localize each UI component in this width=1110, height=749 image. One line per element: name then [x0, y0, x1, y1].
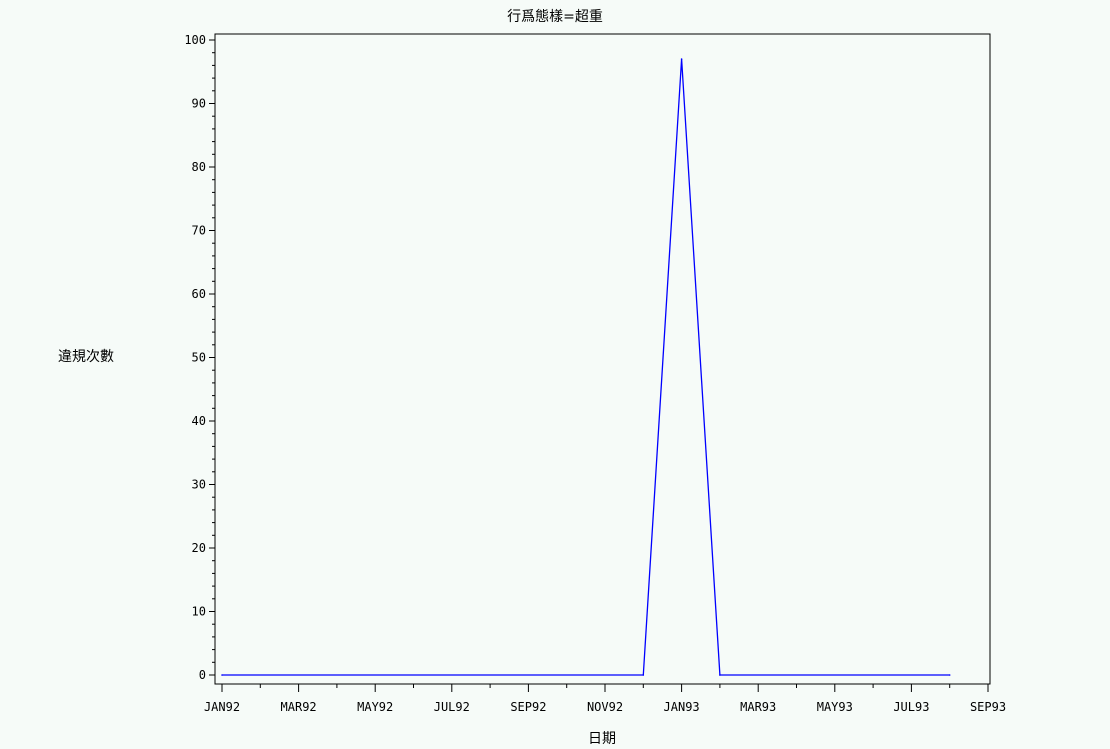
x-tick-label: JAN93	[664, 700, 700, 714]
data-point	[948, 674, 951, 676]
y-tick-label: 50	[192, 351, 206, 365]
x-axis-label: 日期	[588, 731, 616, 747]
y-tick-label: 80	[192, 160, 206, 174]
x-tick-label: JAN92	[204, 700, 240, 714]
x-tick-label: SEP93	[970, 700, 1006, 714]
x-tick-label: MAY92	[357, 700, 393, 714]
x-tick-label: MAR92	[281, 700, 317, 714]
x-axis: JAN92 MAR92 MAY92 JUL92 SEP92 NOV92 JAN93 MAR93…	[204, 684, 1006, 714]
y-axis: 0 10 20 30 40 50 60 70 80 90 100	[184, 33, 215, 682]
x-tick-label: JUL93	[893, 700, 929, 714]
y-tick-label: 10	[192, 605, 206, 619]
y-tick-label: 20	[192, 541, 206, 555]
data-point	[719, 674, 721, 676]
y-tick-label: 100	[184, 33, 206, 47]
x-tick-label: MAY93	[817, 700, 853, 714]
y-tick-label: 70	[192, 224, 206, 238]
y-tick-label: 30	[192, 478, 206, 492]
y-axis-label: 違規次數	[58, 349, 114, 365]
data-point	[680, 58, 683, 60]
y-tick-label: 0	[199, 668, 206, 682]
y-tick-label: 60	[192, 287, 206, 301]
data-point	[642, 674, 645, 676]
y-tick-label: 90	[192, 97, 206, 111]
chart-title: 行爲態樣=超重	[507, 9, 603, 25]
x-tick-label: MAR93	[740, 700, 776, 714]
x-tick-label: NOV92	[587, 700, 623, 714]
data-point	[221, 674, 223, 676]
series-layer	[221, 58, 951, 676]
x-tick-label: JUL92	[434, 700, 470, 714]
y-tick-label: 40	[192, 414, 206, 428]
plot-frame	[214, 33, 991, 685]
x-tick-label: SEP92	[510, 700, 546, 714]
